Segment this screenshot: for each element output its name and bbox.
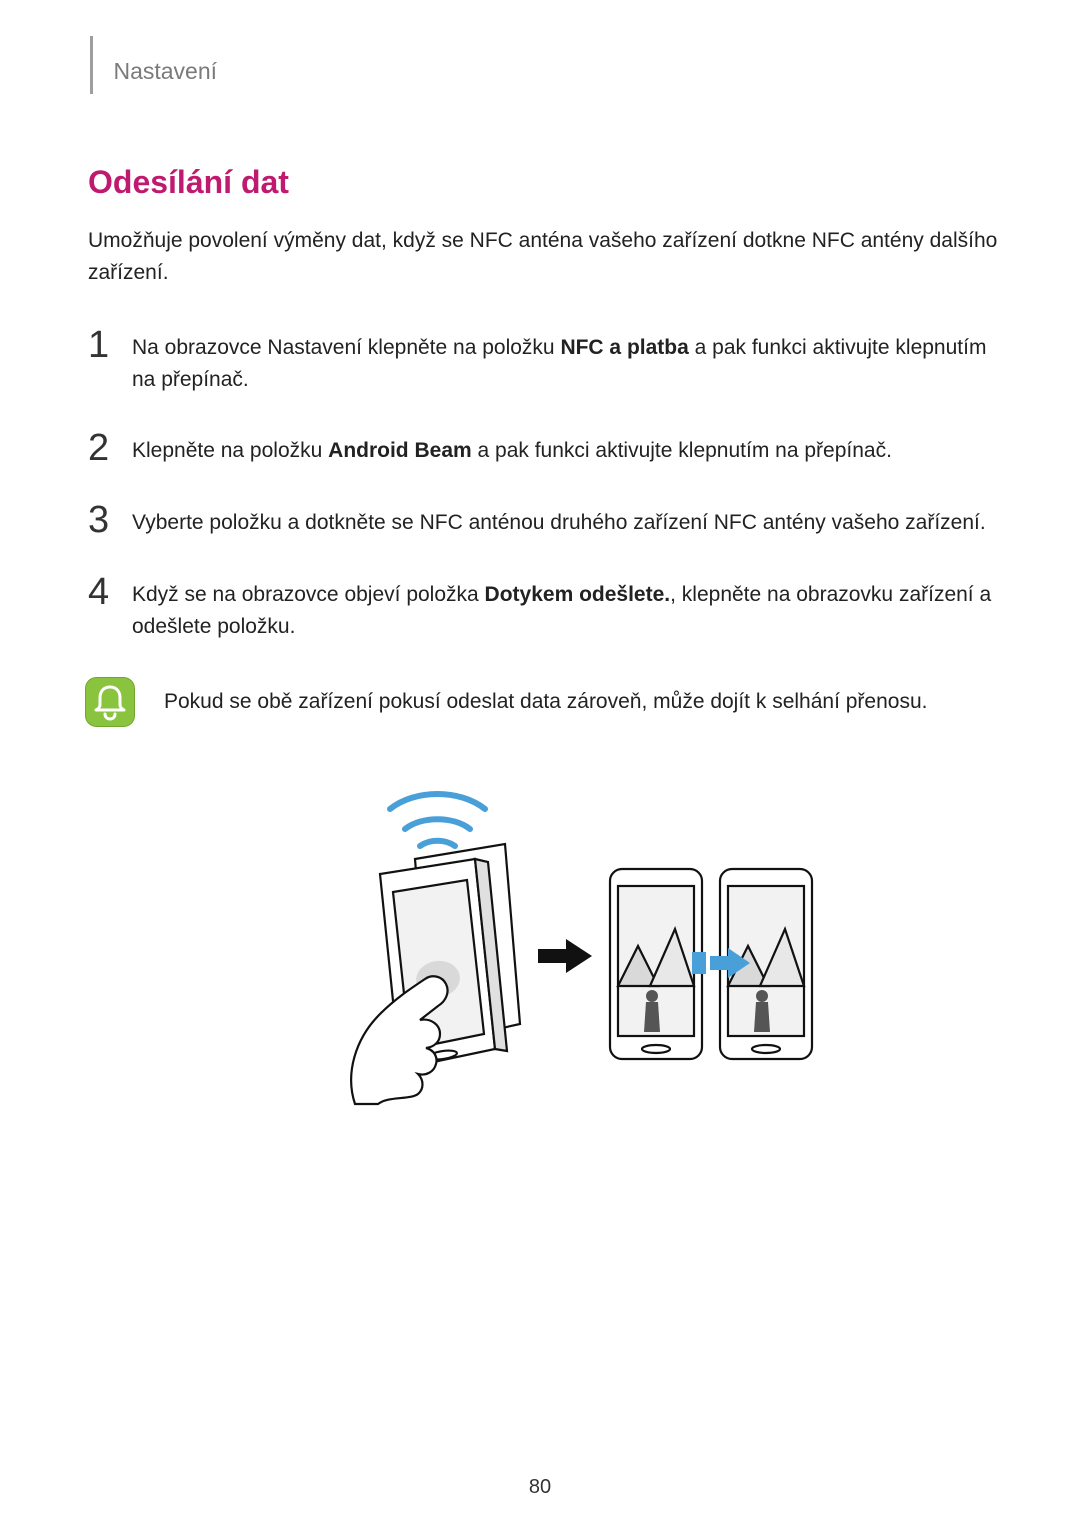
step-item: 2 Klepněte na položku Android Beam a pak… [88,429,1000,467]
document-page: Nastavení Odesílání dat Umožňuje povolen… [0,0,1080,1527]
bell-icon [84,676,136,728]
step-number: 4 [88,573,132,611]
page-number: 80 [0,1476,1080,1499]
step-text: Na obrazovce Nastavení klepněte na polož… [132,326,1000,395]
step-item: 4 Když se na obrazovce objeví položka Do… [88,573,1000,642]
header-divider [90,36,93,94]
step-item: 1 Na obrazovce Nastavení klepněte na pol… [88,326,1000,395]
step-text-post: a pak funkci aktivujte klepnutím na přep… [472,439,892,462]
step-number: 1 [88,326,132,364]
step-number: 2 [88,429,132,467]
step-text-bold: Dotykem odešlete. [485,583,671,606]
step-text: Když se na obrazovce objeví položka Doty… [132,573,1000,642]
step-number: 3 [88,501,132,539]
step-text-pre: Klepněte na položku [132,439,328,462]
step-text: Klepněte na položku Android Beam a pak f… [132,429,892,467]
page-header: Nastavení [80,36,1000,94]
intro-paragraph: Umožňuje povolení výměny dat, když se NF… [80,225,1000,288]
step-item: 3 Vyberte položku a dotkněte se NFC anté… [88,501,1000,539]
step-text-bold: NFC a platba [560,336,688,359]
step-text-pre: Na obrazovce Nastavení klepněte na polož… [132,336,560,359]
step-text: Vyberte položku a dotkněte se NFC anténo… [132,501,986,539]
note-callout: Pokud se obě zařízení pokusí odeslat dat… [80,676,1000,728]
step-text-pre: Vyberte položku a dotkněte se NFC anténo… [132,511,986,534]
note-text: Pokud se obě zařízení pokusí odeslat dat… [164,686,927,718]
nfc-illustration [80,774,1000,1114]
steps-list: 1 Na obrazovce Nastavení klepněte na pol… [80,326,1000,642]
section-title: Odesílání dat [80,164,1000,201]
step-text-bold: Android Beam [328,439,472,462]
header-section-label: Nastavení [113,36,217,85]
step-text-pre: Když se na obrazovce objeví položka [132,583,485,606]
